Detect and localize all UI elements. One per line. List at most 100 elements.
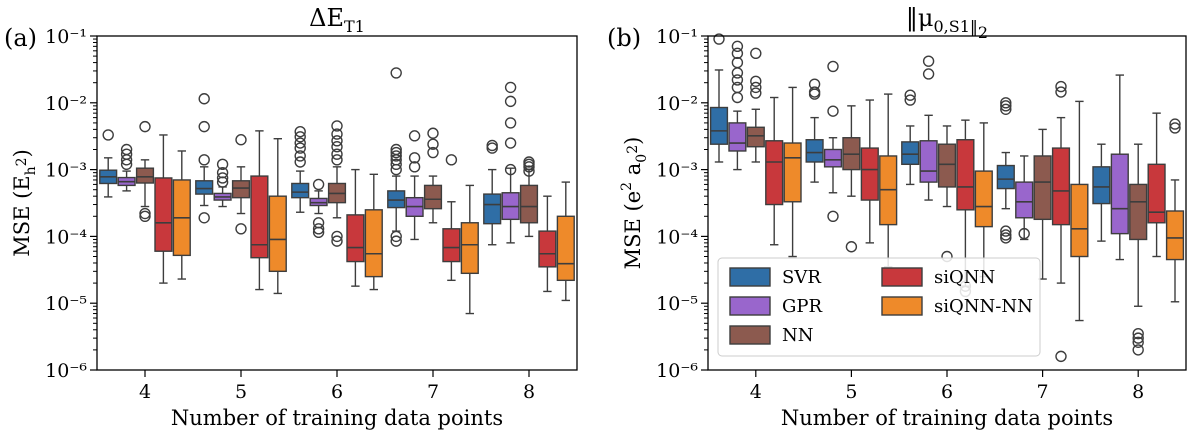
box-body	[1033, 155, 1052, 221]
box-GPR-7	[405, 130, 424, 241]
box-body	[783, 142, 802, 203]
legend-label: NN	[782, 325, 814, 346]
outlier-point	[731, 67, 744, 79]
box-siQNN-NN-5	[879, 93, 898, 268]
box-body	[1165, 210, 1185, 261]
x-tick-label: 5	[845, 381, 857, 403]
outlier-point	[1018, 227, 1030, 240]
outlier-point	[427, 146, 439, 159]
outlier-point	[1055, 80, 1067, 93]
box-GPR-5	[213, 158, 232, 208]
box-siQNN-NN-6	[364, 173, 383, 291]
outlier-point	[216, 158, 229, 171]
outlier-point	[1169, 118, 1181, 130]
box-body	[974, 170, 993, 228]
legend-item: NN	[729, 325, 814, 346]
y-tick-label: 10⁻³	[45, 160, 87, 182]
box-body	[956, 139, 975, 211]
box-body	[483, 193, 502, 225]
box-siQNN-6	[956, 119, 975, 298]
outlier-point	[390, 67, 402, 79]
outlier-point	[731, 91, 744, 104]
outlier-point	[1132, 344, 1144, 356]
box-body	[728, 122, 747, 152]
box-siQNN-4	[765, 96, 784, 246]
box-SVR-8	[1092, 143, 1111, 242]
box-GPR-6	[919, 55, 938, 201]
box-siQNN-NN-5	[268, 138, 287, 295]
outlier-point	[486, 139, 498, 152]
legend-label: siQNN-NN	[934, 296, 1033, 317]
box-siQNN-7	[442, 154, 461, 282]
box-GPR-6	[309, 178, 328, 239]
box-body	[195, 180, 214, 195]
box-body	[919, 140, 938, 183]
box-siQNN-5	[860, 99, 879, 244]
outlier-point	[1055, 86, 1067, 98]
box-body	[460, 222, 479, 275]
y-tick-label: 10⁻⁶	[45, 360, 87, 382]
outlier-point	[504, 95, 517, 108]
box-siQNN-NN-7	[1070, 100, 1089, 322]
outlier-point	[504, 137, 517, 149]
box-siQNN-6	[346, 168, 365, 287]
box-body	[765, 140, 784, 206]
outlier-point	[922, 68, 935, 80]
y-tick-label: 10⁻⁶	[656, 360, 698, 382]
outlier-point	[922, 55, 935, 67]
box-SVR-5	[195, 93, 214, 224]
box-siQNN-7	[1051, 80, 1071, 363]
outlier-point	[408, 130, 421, 142]
outlier-point	[390, 158, 402, 171]
box-body	[996, 164, 1015, 190]
box-siQNN-NN-8	[556, 181, 575, 302]
outlier-point	[312, 223, 325, 235]
outlier-point	[120, 143, 133, 156]
box-body	[231, 180, 251, 199]
box-GPR-5	[823, 60, 843, 222]
outlier-point	[139, 210, 151, 222]
outlier-point	[827, 60, 839, 73]
y-axis-label: MSE (e2 a02)	[619, 137, 650, 270]
outlier-point	[331, 120, 343, 132]
legend-swatch	[729, 267, 771, 287]
outlier-point	[390, 230, 402, 243]
outlier-point	[808, 78, 821, 90]
box-body	[1070, 183, 1089, 258]
outlier-point	[445, 154, 458, 166]
box-SVR-8	[483, 139, 502, 246]
box-body	[538, 230, 557, 268]
outlier-point	[731, 74, 744, 86]
legend-frame	[717, 257, 1041, 357]
box-body	[556, 215, 575, 282]
legend-item: GPR	[729, 296, 822, 317]
box-body	[268, 195, 287, 273]
outlier-point	[294, 125, 306, 138]
outlier-point	[750, 75, 762, 87]
box-SVR-7	[996, 97, 1015, 244]
box-body	[154, 177, 173, 252]
y-tick-label: 10⁻⁵	[656, 293, 698, 315]
outlier-point	[731, 56, 744, 69]
legend-item: siQNN-NN	[881, 296, 1033, 317]
outlier-point	[427, 127, 439, 139]
y-axis-label: MSE (Eh2)	[10, 149, 39, 257]
outlier-point	[750, 87, 762, 99]
outlier-point	[312, 178, 325, 191]
outlier-point	[1055, 350, 1067, 363]
outlier-point	[198, 212, 210, 224]
outlier-point	[331, 154, 343, 166]
outlier-point	[1000, 100, 1012, 112]
outlier-point	[427, 138, 439, 150]
panel-label: (b)	[607, 24, 641, 52]
y-tick-label: 10⁻³	[656, 160, 698, 182]
box-body	[346, 214, 365, 263]
outlier-point	[102, 129, 114, 141]
outlier-point	[331, 141, 343, 153]
outlier-point	[331, 135, 343, 147]
outlier-point	[331, 148, 343, 160]
legend-label: siQNN	[934, 267, 995, 288]
outlier-point	[504, 117, 517, 129]
box-NN-7	[423, 127, 443, 224]
